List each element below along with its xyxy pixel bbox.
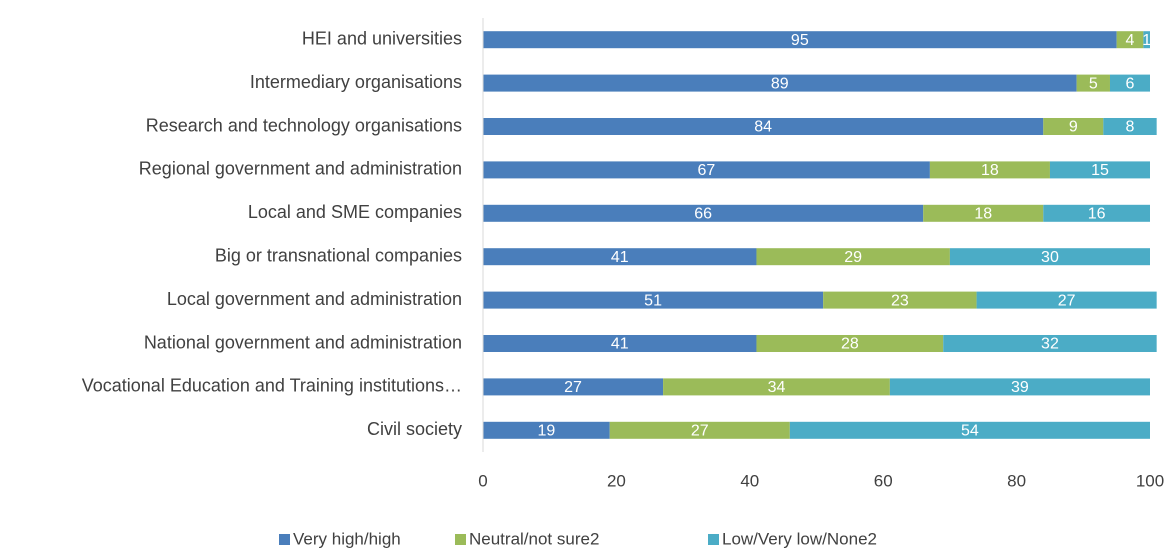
data-label: 51 — [644, 292, 662, 309]
y-tick-label: Intermediary organisations — [250, 72, 462, 92]
data-label: 67 — [698, 162, 716, 179]
bar-segment — [976, 291, 1157, 309]
legend-label: Low/Very low/None2 — [722, 529, 877, 548]
bar-segment — [483, 74, 1077, 92]
bar-segment — [823, 291, 977, 309]
bar-segment — [483, 31, 1117, 49]
data-label: 32 — [1041, 336, 1059, 353]
bar-segment — [483, 118, 1044, 135]
bar-segment — [1043, 118, 1104, 135]
data-label: 29 — [844, 249, 862, 266]
data-label: 30 — [1041, 249, 1059, 266]
bar-segment — [929, 161, 1050, 179]
data-label: 66 — [694, 206, 712, 223]
data-label: 16 — [1088, 206, 1106, 223]
data-label: 41 — [611, 249, 629, 266]
bar-segment — [483, 248, 757, 266]
bar-segment — [483, 335, 757, 352]
data-label: 5 — [1089, 75, 1098, 92]
data-label: 27 — [564, 379, 582, 396]
legend-swatch — [455, 534, 466, 545]
bar-segment — [756, 335, 944, 352]
x-tick-label: 40 — [740, 471, 759, 490]
data-label: 23 — [891, 292, 909, 309]
x-tick-label: 20 — [607, 471, 626, 490]
y-tick-label: National government and administration — [144, 332, 462, 352]
bar-segment — [1116, 31, 1144, 49]
y-tick-label: Vocational Education and Training instit… — [82, 376, 462, 396]
bar-segment — [1076, 74, 1110, 92]
data-label: 4 — [1126, 32, 1135, 49]
legend-swatch — [279, 534, 290, 545]
data-label: 39 — [1011, 379, 1029, 396]
data-label: 27 — [1058, 292, 1076, 309]
data-label: 95 — [791, 32, 809, 49]
y-tick-label: Research and technology organisations — [146, 115, 462, 135]
x-tick-label: 100 — [1136, 471, 1164, 490]
bar-segment — [609, 421, 790, 439]
legend-swatch — [708, 534, 719, 545]
data-label: 18 — [981, 162, 999, 179]
bar-segment — [1109, 74, 1150, 92]
bar-segment — [483, 378, 664, 396]
bar-segment — [889, 378, 1150, 396]
y-tick-label: HEI and universities — [302, 28, 462, 48]
bar-segment — [789, 421, 1150, 439]
bar-segment — [1043, 204, 1150, 222]
data-label: 19 — [537, 423, 555, 440]
data-label: 84 — [754, 119, 772, 136]
data-label: 9 — [1069, 119, 1078, 136]
data-label: 54 — [961, 423, 979, 440]
y-tick-label: Big or transnational companies — [215, 245, 462, 265]
legend-label: Very high/high — [293, 529, 401, 548]
bar-segment — [483, 161, 930, 179]
data-label: 89 — [771, 75, 789, 92]
y-tick-label: Local and SME companies — [248, 202, 462, 222]
data-label: 41 — [611, 336, 629, 353]
bar-segment — [1049, 161, 1150, 179]
y-tick-label: Local government and administration — [167, 289, 462, 309]
y-tick-label: Regional government and administration — [139, 159, 462, 179]
bar-segment — [949, 248, 1150, 266]
bar-segment — [663, 378, 890, 396]
x-tick-label: 60 — [874, 471, 893, 490]
data-label: 27 — [691, 423, 709, 440]
bar-segment — [483, 421, 610, 439]
bar-segment — [923, 204, 1044, 222]
x-tick-label: 80 — [1007, 471, 1026, 490]
data-label: 8 — [1126, 119, 1135, 136]
data-label: 15 — [1091, 162, 1109, 179]
data-label: 1 — [1142, 32, 1151, 49]
data-label: 6 — [1126, 75, 1135, 92]
y-tick-label: Civil society — [367, 419, 462, 439]
bar-segment — [1103, 118, 1157, 135]
bar-segment — [483, 291, 824, 309]
x-tick-label: 0 — [478, 471, 487, 490]
bar-segment — [943, 335, 1157, 352]
legend-label: Neutral/not sure2 — [469, 529, 599, 548]
bar-segment — [756, 248, 950, 266]
bar-segment — [1143, 31, 1150, 49]
data-label: 18 — [974, 206, 992, 223]
bar-segment — [483, 204, 924, 222]
data-label: 34 — [768, 379, 786, 396]
data-label: 28 — [841, 336, 859, 353]
